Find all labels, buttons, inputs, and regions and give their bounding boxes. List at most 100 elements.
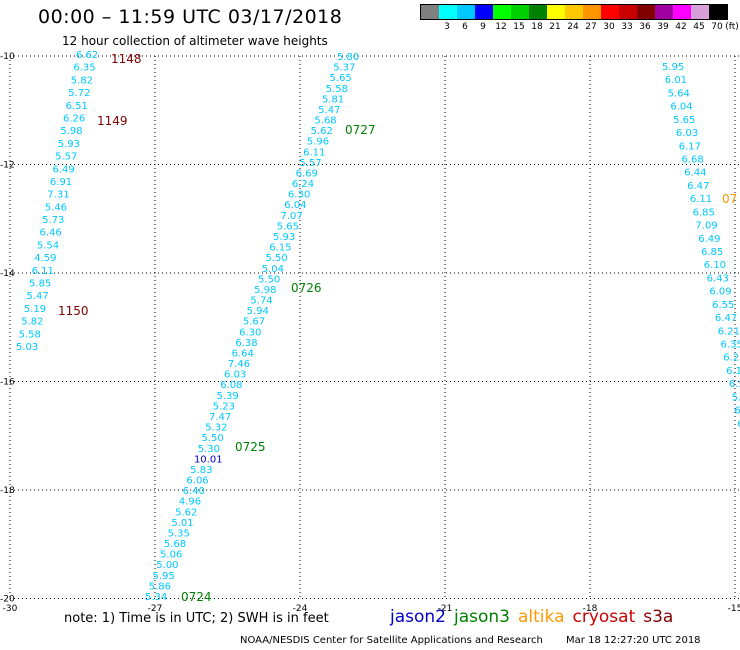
legend-label: 33 (621, 22, 633, 32)
swh-value: 6.10 (704, 260, 726, 271)
swh-value: 6.47 (687, 181, 709, 192)
satellite-jason2: jason2 (390, 607, 446, 627)
legend-swatch (709, 5, 727, 19)
lat-tick-label: -20 (0, 595, 15, 605)
swh-value: 5.95 (153, 571, 175, 582)
swh-value: 7.47 (209, 412, 231, 423)
swh-value: 6.35 (721, 340, 740, 351)
swh-value: 6.01 (665, 75, 687, 86)
legend-unit: (ft) (725, 22, 739, 32)
swh-value: 5.94 (247, 306, 269, 317)
swh-value: 6.30 (239, 327, 261, 338)
legend-swatch (547, 5, 565, 19)
swh-value: 5.37 (333, 63, 355, 74)
swh-value: 5.62 (175, 507, 197, 518)
swh-value: 5.93 (58, 139, 80, 150)
swh-value: 5.98 (254, 285, 276, 296)
swh-value: 5.9 (732, 392, 740, 403)
swh-value: 5.01 (171, 518, 193, 529)
swh-value: 5.39 (217, 391, 239, 402)
swh-value: 6.30 (288, 190, 310, 201)
swh-value: 6.03 (224, 370, 246, 381)
time-label: 0724 (181, 590, 212, 604)
swh-value: 5.58 (19, 329, 41, 340)
swh-value: 6.91 (50, 177, 72, 188)
legend-label: 39 (657, 22, 669, 32)
swh-value: 10.01 (194, 454, 223, 465)
swh-value: 6.04 (284, 200, 306, 211)
legend-swatch (457, 5, 475, 19)
swh-value: 5.80 (337, 52, 359, 63)
legend-swatch (691, 5, 709, 19)
swh-value: 6.38 (235, 338, 257, 349)
swh-value: 6.15 (269, 243, 291, 254)
swh-value: 6.17 (679, 141, 701, 152)
satellite-s3a: s3a (643, 607, 674, 627)
swh-value: 6. (737, 419, 740, 430)
time-label: 1149 (97, 114, 128, 128)
swh-value: 5.64 (668, 88, 690, 99)
footer-agency: NOAA/NESDIS Center for Satellite Applica… (240, 635, 543, 646)
swh-value: 5.82 (71, 75, 93, 86)
satellite-jason3: jason3 (454, 607, 510, 627)
swh-value: 5.35 (168, 528, 190, 539)
swh-value: 5.86 (149, 581, 171, 592)
lat-tick-label: -12 (0, 161, 15, 171)
legend-swatch (439, 5, 457, 19)
swh-value: 5.82 (21, 317, 43, 328)
swh-value: 5.73 (42, 215, 64, 226)
swh-value: 5.30 (198, 444, 220, 455)
time-label: 1150 (58, 304, 89, 318)
swh-value: 5.96 (307, 137, 329, 148)
swh-value: 5.06 (160, 550, 182, 561)
legend-swatch (475, 5, 493, 19)
swh-value: 6.24 (292, 179, 314, 190)
swh-value: 5.68 (164, 539, 186, 550)
swh-value: 5.50 (265, 253, 287, 264)
swh-value: 5.00 (156, 560, 178, 571)
swh-value: 6.49 (53, 164, 75, 175)
legend-label: 18 (531, 22, 543, 32)
swh-value: 4.96 (179, 497, 201, 508)
swh-value: 6.04 (670, 102, 692, 113)
legend-swatch (583, 5, 601, 19)
swh-value: 6.51 (66, 101, 88, 112)
lon-tick-label: -15 (728, 604, 740, 614)
time-label: 0725 (235, 440, 266, 454)
swh-value: 6.68 (682, 155, 704, 166)
swh-value: 6.62 (76, 50, 98, 61)
legend-label: 36 (639, 22, 651, 32)
swh-value: 6.06 (186, 476, 208, 487)
legend-label: 21 (549, 22, 561, 32)
satellite-cryosat: cryosat (572, 607, 636, 627)
legend-swatch (601, 5, 619, 19)
swh-value: 6.85 (693, 207, 715, 218)
legend-swatch (493, 5, 511, 19)
legend-swatch (619, 5, 637, 19)
note-text: note: 1) Time is in UTC; 2) SWH is in fe… (64, 611, 329, 626)
swh-value: 5.50 (201, 433, 223, 444)
legend-label: 70 (711, 22, 723, 32)
lon-tick-label: -30 (3, 604, 18, 614)
color-legend: 3 6 9 12 15 18 21 24 27 30 33 36 39 42 45 70 (ft) (420, 4, 739, 32)
lat-tick-label: -18 (0, 486, 15, 496)
legend-label: 24 (567, 22, 579, 32)
legend-swatch (529, 5, 547, 19)
swh-value: 5.67 (243, 317, 265, 328)
legend-swatch (637, 5, 655, 19)
swh-value: 5.46 (45, 202, 67, 213)
lat-tick-label: -10 (0, 52, 15, 62)
swh-value: 6.43 (707, 273, 729, 284)
swh-value: 7.09 (695, 221, 717, 232)
swh-value: 5.47 (26, 291, 48, 302)
satellite-altika: altika (518, 607, 565, 627)
swh-value: 5.57 (55, 152, 77, 163)
swh-value: 6. (734, 406, 740, 417)
swh-value: 6.11 (690, 194, 712, 205)
legend-label: 9 (480, 22, 486, 32)
legend-label: 42 (675, 22, 687, 32)
swh-value: 5.68 (314, 116, 336, 127)
swh-value: 5.23 (213, 401, 235, 412)
swh-value: 6.09 (709, 287, 731, 298)
legend-label: 15 (513, 22, 525, 32)
